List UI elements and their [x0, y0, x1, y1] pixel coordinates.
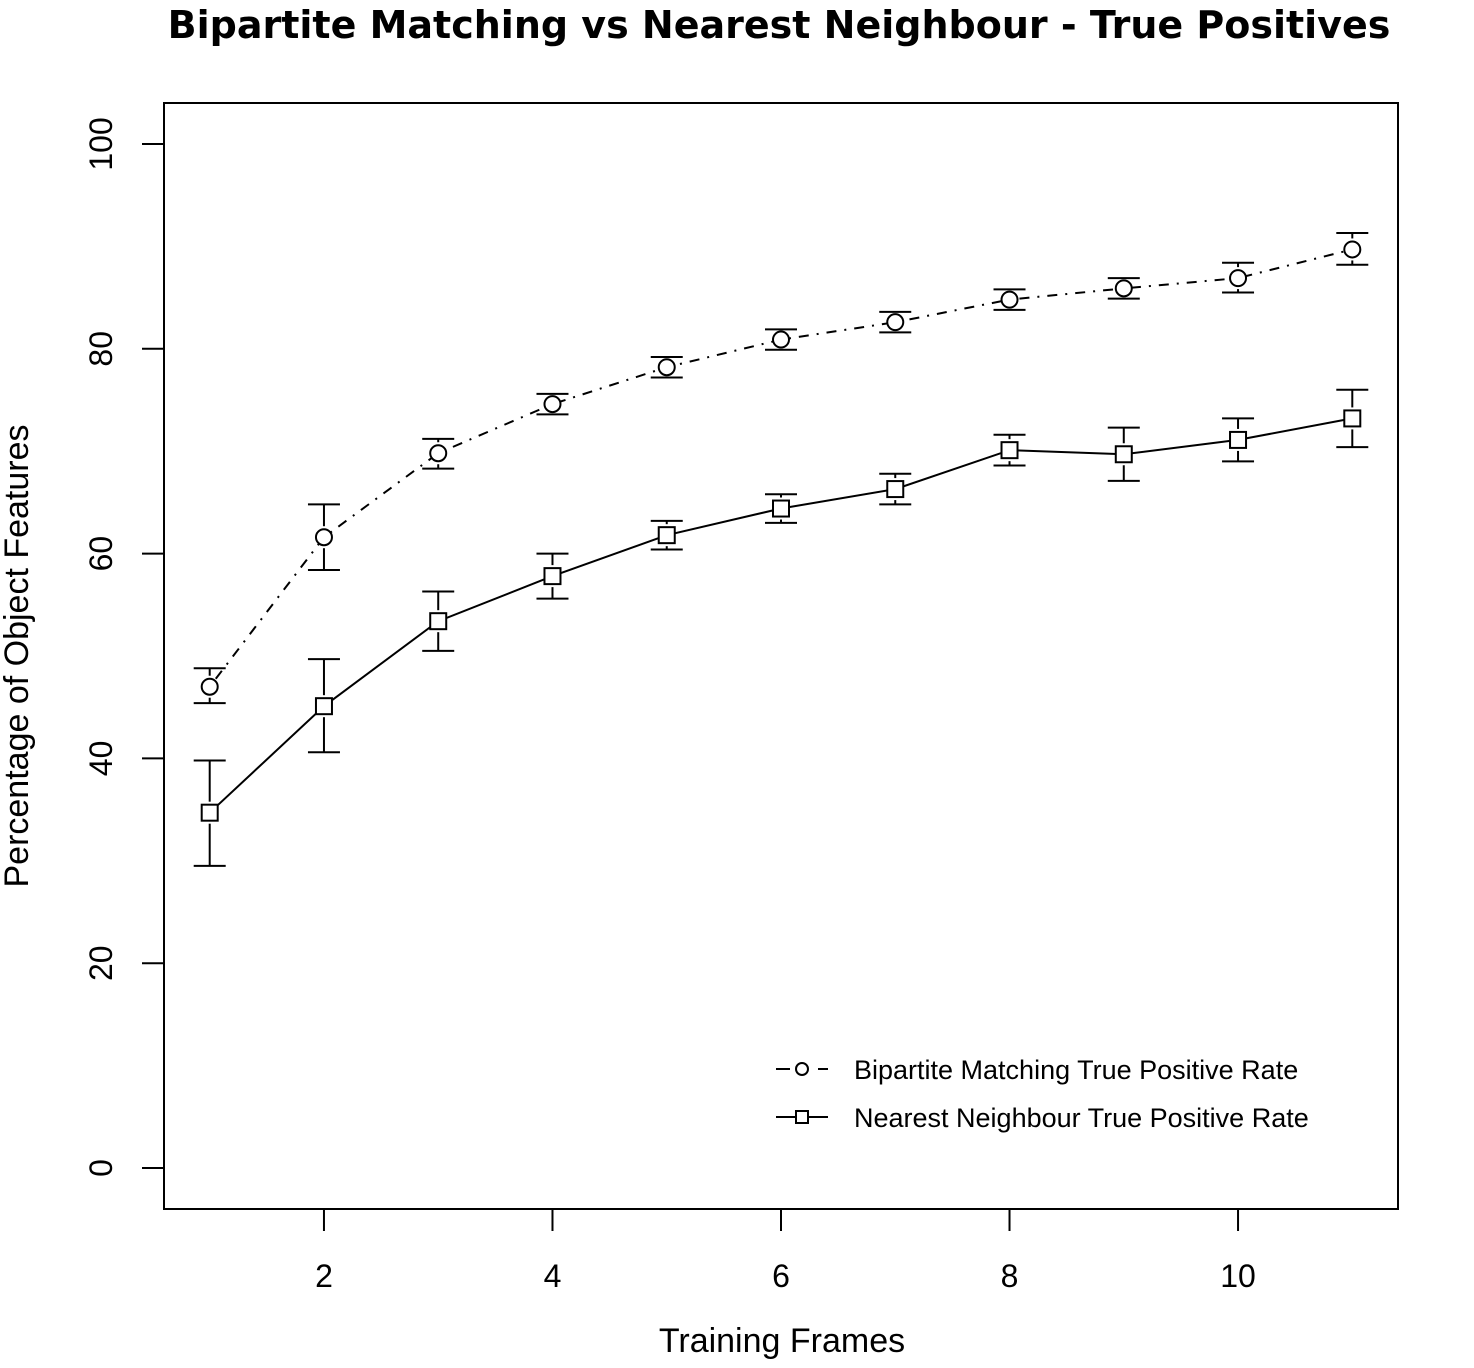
y-tick-label: 80: [83, 331, 119, 367]
error-bar: [193, 667, 226, 705]
chart-title: Bipartite Matching vs Nearest Neighbour …: [168, 3, 1391, 47]
x-tick-label: 8: [1001, 1258, 1019, 1294]
series-line: [208, 248, 1353, 688]
series-1: [193, 232, 1369, 705]
series-line: [209, 417, 1353, 814]
x-tick-label: 4: [544, 1258, 562, 1294]
error-bar: [993, 433, 1026, 467]
error-bar: [422, 437, 455, 470]
y-tick-label: 0: [83, 1159, 119, 1177]
y-tick-label: 60: [83, 536, 119, 572]
series-layer: [193, 232, 1369, 867]
error-bar: [765, 493, 797, 524]
error-bar: [193, 759, 226, 867]
legend-item: Nearest Neighbour True Positive Rate: [776, 1103, 1309, 1133]
error-bar: [650, 519, 683, 551]
data-point: [772, 330, 790, 349]
series-2: [193, 388, 1369, 867]
error-bar: [1222, 417, 1255, 463]
error-bar: [307, 503, 340, 571]
x-axis-label: Training Frames: [659, 1322, 905, 1360]
y-tick-label: 40: [83, 741, 119, 777]
error-bar: [879, 310, 912, 334]
data-point: [429, 444, 448, 463]
data-point: [772, 499, 790, 518]
legend-label: Nearest Neighbour True Positive Rate: [854, 1103, 1309, 1133]
legend-marker: [795, 1062, 809, 1076]
data-point: [886, 313, 905, 332]
error-bar: [879, 472, 912, 506]
data-point: [657, 358, 676, 377]
legend-marker: [795, 1110, 809, 1124]
data-point: [1343, 240, 1362, 259]
error-bar: [1336, 232, 1369, 266]
error-bar: [536, 552, 569, 600]
data-point: [429, 612, 448, 631]
data-point: [314, 528, 333, 547]
error-bar: [1222, 261, 1255, 294]
error-bar: [1336, 388, 1369, 449]
y-tick-label: 100: [83, 117, 119, 170]
x-tick-label: 10: [1220, 1258, 1256, 1294]
data-point: [1229, 430, 1248, 449]
y-tick-label: 20: [83, 945, 119, 981]
y-axis: 0 20 40 60 80 100: [83, 117, 165, 1177]
data-point: [1000, 441, 1019, 460]
legend: Bipartite Matching True Positive Rate Nea…: [776, 1055, 1309, 1133]
x-tick-label: 2: [315, 1258, 333, 1294]
data-point: [657, 526, 676, 545]
error-bar: [1107, 277, 1140, 300]
error-bar: [650, 355, 683, 379]
error-bar: [765, 328, 797, 351]
plot-frame: [163, 102, 1399, 1210]
data-point: [1114, 279, 1133, 298]
data-point: [543, 395, 562, 414]
error-bar: [307, 658, 340, 754]
y-axis-label: Percentage of Object Features: [0, 424, 36, 887]
data-point: [1000, 290, 1019, 309]
x-axis: 2 4 6 8 10: [315, 1208, 1256, 1294]
data-point: [1114, 445, 1133, 464]
error-bar: [536, 392, 569, 416]
legend-item: Bipartite Matching True Positive Rate: [776, 1055, 1298, 1085]
data-point: [200, 677, 219, 696]
error-bar: [1107, 426, 1140, 482]
error-bar: [993, 288, 1026, 311]
error-bar: [422, 590, 455, 652]
legend-label: Bipartite Matching True Positive Rate: [854, 1055, 1298, 1085]
data-point: [200, 803, 219, 822]
data-point: [1229, 269, 1248, 288]
data-point: [1343, 409, 1362, 428]
data-point: [886, 480, 905, 499]
x-tick-label: 6: [772, 1258, 790, 1294]
data-point: [543, 567, 562, 586]
data-point: [314, 697, 333, 716]
